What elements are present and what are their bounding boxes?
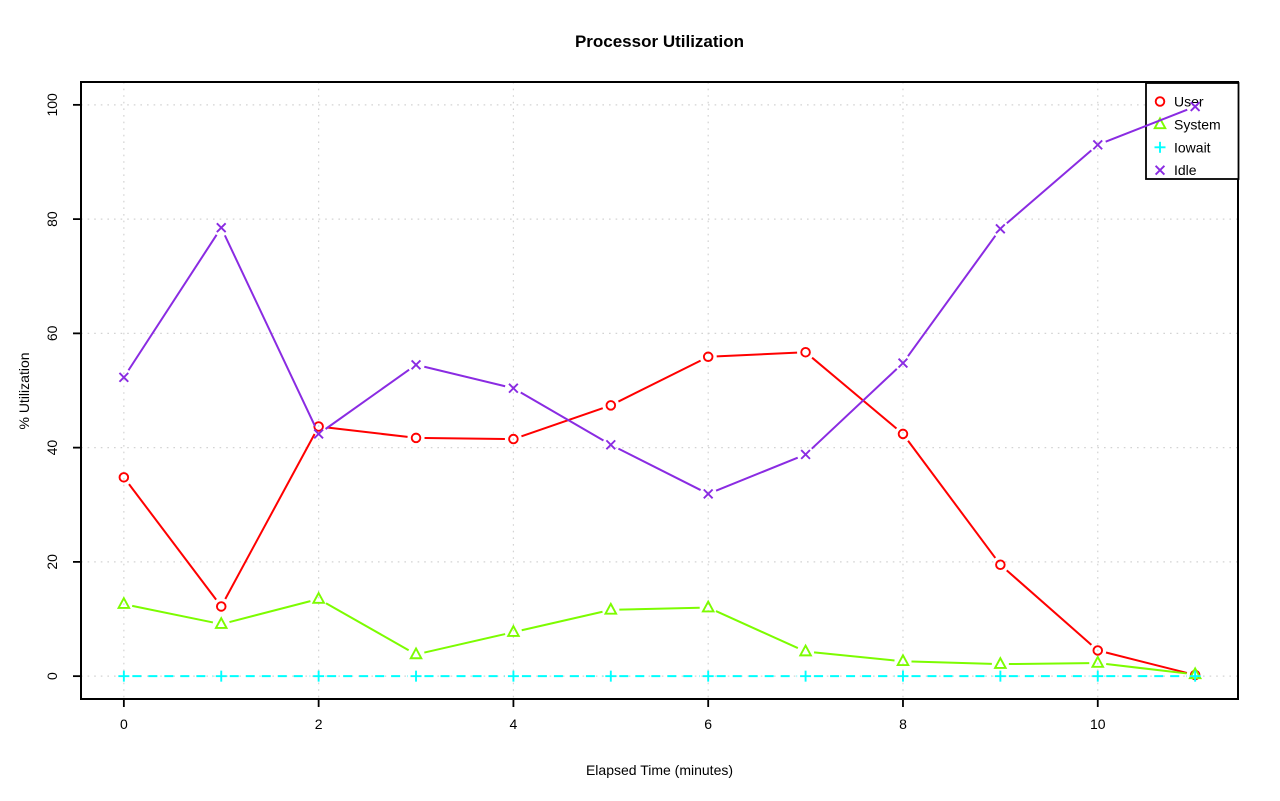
series-segment-idle-10 <box>1105 108 1188 143</box>
series-segment-system-6 <box>715 610 799 649</box>
series-segment-user-0 <box>128 483 217 601</box>
marker-idle-11 <box>1190 101 1201 112</box>
series-segment-user-5 <box>617 359 702 403</box>
marker-idle-6 <box>703 488 714 499</box>
series-segment-user-2 <box>326 426 408 438</box>
marker-user-5 <box>605 400 617 411</box>
marker-idle-4 <box>508 383 519 394</box>
series-segment-user-4 <box>521 407 604 438</box>
series-segment-system-5 <box>619 606 700 611</box>
marker-idle-2 <box>313 428 324 439</box>
marker-user-6 <box>702 351 714 363</box>
marker-idle-5 <box>605 439 616 450</box>
series-segment-user-7 <box>811 356 898 430</box>
marker-system-9 <box>993 656 1008 669</box>
legend-label-system: System <box>1174 116 1221 132</box>
marker-user-1 <box>215 601 227 612</box>
series-segment-idle-1 <box>223 234 316 427</box>
series-segment-idle-6 <box>715 456 799 492</box>
legend-box <box>1145 82 1240 180</box>
x-tick-label-3: 6 <box>704 716 712 732</box>
chart-title: Processor Utilization <box>574 32 745 51</box>
marker-system-0 <box>116 596 131 609</box>
marker-system-6 <box>701 599 716 613</box>
marker-idle-3 <box>410 359 422 370</box>
x-tick-label-0: 0 <box>120 716 128 732</box>
marker-system-5 <box>603 601 618 615</box>
marker-idle-7 <box>800 449 811 460</box>
series-segment-system-7 <box>813 651 895 662</box>
series-segment-system-9 <box>1008 662 1090 666</box>
x-tick-label-5: 10 <box>1090 716 1106 732</box>
legend-label-idle: Idle <box>1174 162 1197 178</box>
series-segment-system-3 <box>424 633 506 654</box>
legend-marker-user <box>1154 96 1166 107</box>
marker-user-7 <box>800 346 811 358</box>
marker-idle-10 <box>1092 139 1103 150</box>
series-segment-user-6 <box>716 351 798 358</box>
series-segment-system-2 <box>325 602 410 652</box>
series-segment-system-4 <box>521 610 603 632</box>
series-segment-user-8 <box>907 440 997 559</box>
marker-system-4 <box>506 624 521 637</box>
marker-system-3 <box>409 646 423 660</box>
marker-system-10 <box>1090 655 1105 668</box>
marker-user-0 <box>118 472 130 483</box>
marker-idle-0 <box>118 372 129 383</box>
marker-idle-9 <box>995 223 1006 234</box>
marker-user-10 <box>1092 645 1104 656</box>
series-segment-user-9 <box>1006 569 1093 646</box>
y-tick-label-3: 60 <box>44 325 60 341</box>
x-tick-label-4: 8 <box>899 716 907 732</box>
marker-system-2 <box>311 591 326 604</box>
plot-border <box>80 81 1239 700</box>
series-segment-idle-2 <box>324 368 410 430</box>
series-segment-system-8 <box>911 660 992 665</box>
legend-marker-idle <box>1154 165 1166 176</box>
marker-user-4 <box>508 433 519 445</box>
marker-system-1 <box>214 616 229 629</box>
y-tick-label-0: 0 <box>44 672 60 680</box>
marker-system-8 <box>896 653 910 667</box>
x-tick-label-2: 4 <box>510 716 518 732</box>
series-segment-system-10 <box>1106 663 1187 675</box>
series-segment-idle-9 <box>1006 149 1092 225</box>
series-segment-idle-0 <box>127 234 218 371</box>
series-segment-idle-8 <box>907 235 997 357</box>
series-segment-user-1 <box>224 433 316 600</box>
series-segment-idle-3 <box>424 365 506 388</box>
legend-label-user: User <box>1174 94 1204 110</box>
series-segment-idle-5 <box>617 447 702 491</box>
marker-user-8 <box>897 428 909 440</box>
legend-label-iowait: Iowait <box>1174 139 1211 155</box>
x-axis-label: Elapsed Time (minutes) <box>585 762 734 778</box>
marker-system-7 <box>798 643 813 657</box>
series-segment-user-10 <box>1105 651 1188 674</box>
y-axis-label: % Utilization <box>16 352 32 430</box>
x-tick-label-1: 2 <box>315 716 323 732</box>
series-segment-idle-4 <box>520 391 604 442</box>
series-segment-system-1 <box>229 600 311 624</box>
legend-marker-system <box>1153 116 1167 130</box>
marker-user-9 <box>995 559 1006 570</box>
series-segment-system-0 <box>131 604 214 624</box>
y-tick-label-1: 20 <box>44 554 60 570</box>
y-tick-label-4: 80 <box>44 211 60 227</box>
y-tick-label-5: 100 <box>44 93 60 117</box>
series-segment-idle-7 <box>811 368 898 450</box>
marker-idle-1 <box>216 222 227 233</box>
y-tick-label-2: 40 <box>44 440 60 456</box>
marker-user-3 <box>410 432 422 444</box>
marker-idle-8 <box>897 358 909 369</box>
series-segment-user-3 <box>424 437 505 440</box>
